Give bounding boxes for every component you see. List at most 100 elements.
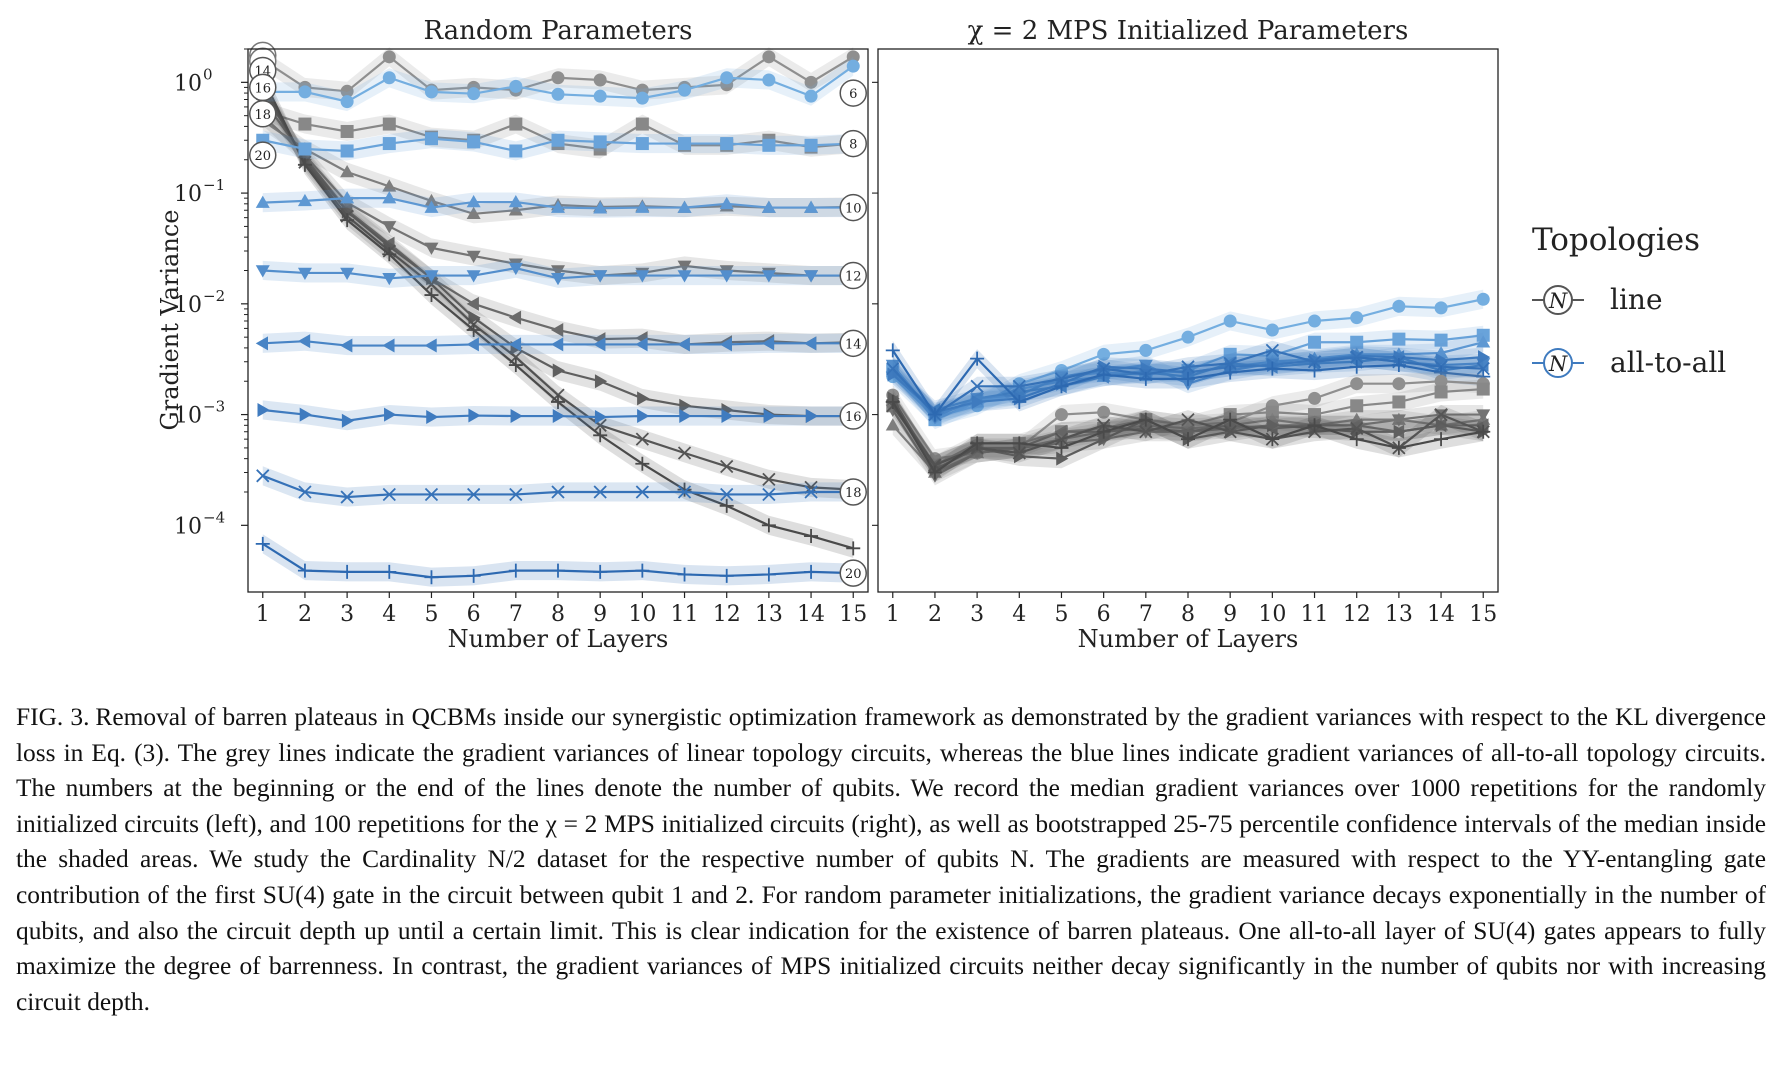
end-badge-20-text: 20	[845, 567, 862, 582]
point-left-all-to-all-8-4	[382, 137, 396, 151]
point-left-all-to-all-12-1	[255, 265, 270, 278]
point-left-all-to-all-10-14	[804, 200, 819, 213]
point-right-line-20-7	[1138, 412, 1153, 427]
point-right-line-10-1	[885, 418, 900, 431]
x-tick-label-left-11: 11	[671, 602, 699, 627]
point-right-all-to-all-20-6	[1096, 367, 1111, 382]
point-right-line-12-15	[1476, 409, 1491, 422]
point-left-all-to-all-12-3	[340, 267, 355, 280]
point-left-all-to-all-10-12	[719, 196, 734, 210]
point-left-all-to-all-16-8	[552, 409, 565, 424]
x-tick-label-right-11: 11	[1301, 602, 1329, 627]
end-badge-16-circle	[839, 402, 867, 430]
right-x-ticks: 1 2 3 4 5 6 7 8 9 10 11 12 13 14 15	[872, 81, 1497, 627]
point-left-all-to-all-14-3	[340, 338, 353, 353]
point-right-all-to-all-20-9	[1223, 365, 1238, 380]
end-badge-18-text: 18	[845, 486, 862, 501]
point-left-all-to-all-14-14	[804, 336, 817, 351]
legend-line-symbol	[1543, 285, 1573, 315]
start-badge-16-text: 16	[254, 81, 271, 96]
series-left-line-20	[255, 68, 861, 558]
point-left-all-to-all-10-9	[593, 201, 608, 214]
point-left-line-10-3	[340, 165, 355, 178]
point-left-line-8-4	[382, 117, 396, 131]
point-left-all-to-all-18-5	[424, 487, 439, 502]
point-right-line-16-13	[1393, 424, 1406, 439]
series-left-all-to-all-12	[255, 258, 861, 288]
point-left-all-to-all-20-13	[761, 567, 776, 582]
point-left-line-20-9	[593, 428, 608, 443]
caption-line: Cardinality N/2 dataset for the respecti…	[16, 845, 1766, 909]
end-badge-14: 14	[839, 329, 867, 358]
point-left-all-to-all-10-6	[466, 195, 481, 208]
point-right-all-to-all-8-11	[1308, 335, 1322, 349]
x-tick-label-right-9: 9	[1223, 602, 1237, 627]
point-left-all-to-all-20-12	[719, 568, 734, 583]
point-left-all-to-all-18-6	[467, 487, 481, 502]
point-left-line-20-2	[297, 157, 312, 172]
point-left-all-to-all-12-6	[466, 270, 481, 283]
point-right-all-to-all-8-14	[1434, 333, 1448, 347]
x-tick-label-right-4: 4	[1012, 602, 1026, 627]
point-left-line-20-7	[508, 358, 523, 373]
point-left-all-to-all-6-8	[551, 87, 565, 101]
caption-line: Removal of barren plateaus in QCBMs insi…	[95, 703, 1464, 731]
point-left-line-8-3	[340, 124, 354, 138]
point-left-line-12-8	[551, 265, 565, 278]
point-left-line-18-10	[635, 432, 649, 446]
point-left-all-to-all-14-6	[466, 337, 479, 352]
point-left-all-to-all-12-2	[297, 267, 312, 280]
point-right-all-to-all-8-13	[1392, 332, 1406, 346]
point-left-all-to-all-16-2	[299, 407, 312, 422]
x-tick-label-left-15: 15	[839, 602, 867, 627]
series-left-all-to-all-20	[255, 534, 861, 587]
point-left-all-to-all-6-2	[298, 85, 312, 99]
x-tick-label-left-2: 2	[298, 602, 312, 627]
point-left-all-to-all-18-9	[593, 485, 607, 499]
point-right-line-14-5	[1054, 424, 1067, 439]
point-left-all-to-all-10-10	[635, 200, 650, 213]
point-left-all-to-all-8-9	[593, 135, 607, 149]
point-right-all-to-all-20-2	[927, 407, 942, 422]
y-tick-label-−2: 10	[174, 293, 202, 318]
point-right-line-6-5	[1054, 408, 1068, 422]
caption-line: in the number of qubits, and also the ci…	[16, 880, 1767, 945]
y-axis-label: Gradient Variance	[156, 210, 184, 431]
point-right-line-16-14	[1435, 418, 1449, 433]
end-badge-20: 20	[839, 559, 867, 587]
point-left-all-to-all-12-5	[424, 270, 439, 283]
point-right-all-to-all-16-3	[971, 394, 985, 409]
point-right-all-to-all-18-4	[1012, 379, 1026, 393]
point-left-all-to-all-16-6	[468, 408, 481, 423]
point-right-all-to-all-18-15	[1476, 361, 1490, 376]
point-right-line-20-1	[885, 394, 900, 409]
point-left-all-to-all-18-12	[720, 487, 734, 502]
point-left-line-8-2	[298, 117, 312, 131]
point-left-line-16-9	[594, 374, 608, 389]
point-left-all-to-all-16-1	[257, 402, 270, 417]
end-badge-16: 16	[839, 402, 867, 430]
x-tick-label-left-10: 10	[628, 602, 656, 627]
point-right-all-to-all-6-8	[1181, 330, 1195, 344]
point-left-all-to-all-20-5	[424, 570, 439, 585]
point-left-line-20-14	[804, 529, 819, 544]
point-left-all-to-all-8-10	[635, 137, 649, 151]
point-right-all-to-all-20-5	[1054, 379, 1069, 394]
point-right-all-to-all-20-12	[1349, 359, 1364, 374]
series-right-line-18	[886, 396, 1490, 475]
x-tick-label-left-7: 7	[509, 602, 523, 627]
point-left-all-to-all-10-4	[382, 191, 397, 204]
x-tick-label-left-1: 1	[256, 602, 270, 627]
y-tick-exponent-−1: −1	[203, 176, 225, 194]
y-tick-label-−4: 10	[174, 514, 202, 539]
y-tick-exponent-−2: −2	[203, 287, 225, 305]
point-right-line-12-13	[1391, 414, 1406, 427]
point-left-all-to-all-20-14	[804, 564, 819, 579]
right-plot-area	[885, 289, 1491, 486]
left-x-axis-label: Number of Layers	[448, 625, 669, 653]
point-left-all-to-all-8-5	[424, 132, 438, 146]
point-right-line-20-2	[927, 465, 942, 480]
start-badge-18-circle	[249, 100, 277, 128]
point-left-line-20-11	[677, 482, 692, 497]
end-badge-18-circle	[839, 478, 867, 506]
